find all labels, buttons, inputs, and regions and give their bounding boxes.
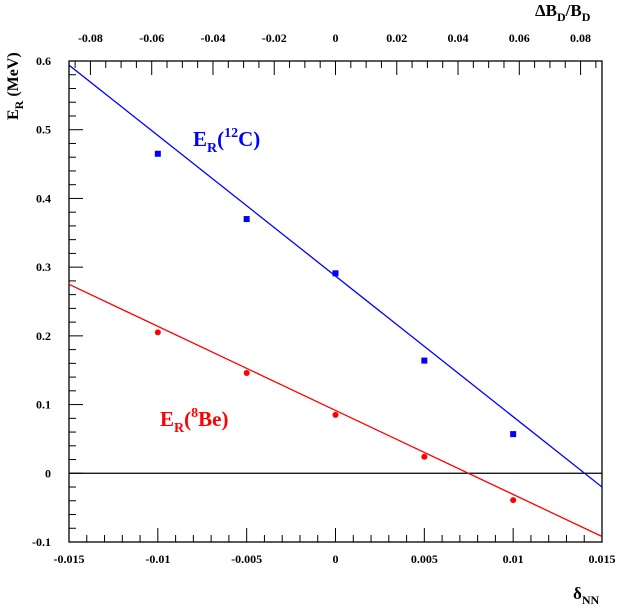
x2-tick-label: 0 (333, 31, 339, 45)
series-label-beryllium: ER(8Be) (160, 406, 228, 436)
x-tick-label: -0.015 (54, 552, 85, 566)
x2-tick-label: 0.04 (448, 31, 469, 45)
y-tick-label: 0.1 (36, 398, 51, 412)
data-point (243, 369, 250, 376)
data-point (332, 411, 339, 418)
series-layer (69, 64, 602, 538)
x-tick-label: -0.005 (231, 552, 262, 566)
x-tick-label: 0.005 (411, 552, 438, 566)
x2-tick-label: -0.08 (78, 31, 103, 45)
x-tick-label: 0.015 (589, 552, 616, 566)
x2-tick-label: -0.04 (200, 31, 225, 45)
y-axis-title: ER (MeV) (5, 52, 26, 120)
data-point (421, 357, 428, 364)
y-tick-label: 0.3 (36, 260, 51, 274)
data-point (243, 216, 250, 223)
data-point (154, 150, 161, 157)
x2-tick-label: -0.02 (262, 31, 287, 45)
x-tick-label: 0 (333, 552, 339, 566)
x-tick-label: -0.01 (145, 552, 170, 566)
data-point (154, 329, 161, 336)
series-label-carbon: ER(12C) (193, 126, 260, 156)
y-tick-label: -0.1 (32, 535, 51, 549)
y-tick-label: 0.2 (36, 329, 51, 343)
data-point (510, 431, 517, 438)
top-axis-ticks: -0.08 -0.06 -0.04 -0.02 0 0.02 0.04 0.06 0.08 (74, 31, 597, 75)
left-axis-ticks: -0.1 0 0.1 0.2 0.3 0.4 0.5 0.6 (32, 54, 83, 549)
x-axis-title: δNN (573, 584, 599, 607)
x2-tick-label: 0.06 (509, 31, 530, 45)
fit-line-1 (69, 283, 602, 538)
y-tick-label: 0 (45, 466, 51, 480)
x-tick-label: 0.01 (503, 552, 524, 566)
x2-tick-label: 0.08 (570, 31, 591, 45)
data-point (332, 270, 339, 277)
x2-tick-label: -0.06 (139, 31, 164, 45)
y-tick-label: 0.5 (36, 123, 51, 137)
data-point (421, 453, 428, 460)
bottom-axis-ticks: -0.015 -0.01 -0.005 0 0.005 0.01 0.015 (54, 528, 616, 566)
y-tick-label: 0.4 (36, 191, 51, 205)
data-point (510, 497, 517, 504)
x2-tick-label: 0.02 (386, 31, 407, 45)
y-tick-label: 0.6 (36, 54, 51, 68)
plot-frame (68, 60, 603, 543)
top-axis-title: ΔBD/BD (535, 1, 591, 24)
